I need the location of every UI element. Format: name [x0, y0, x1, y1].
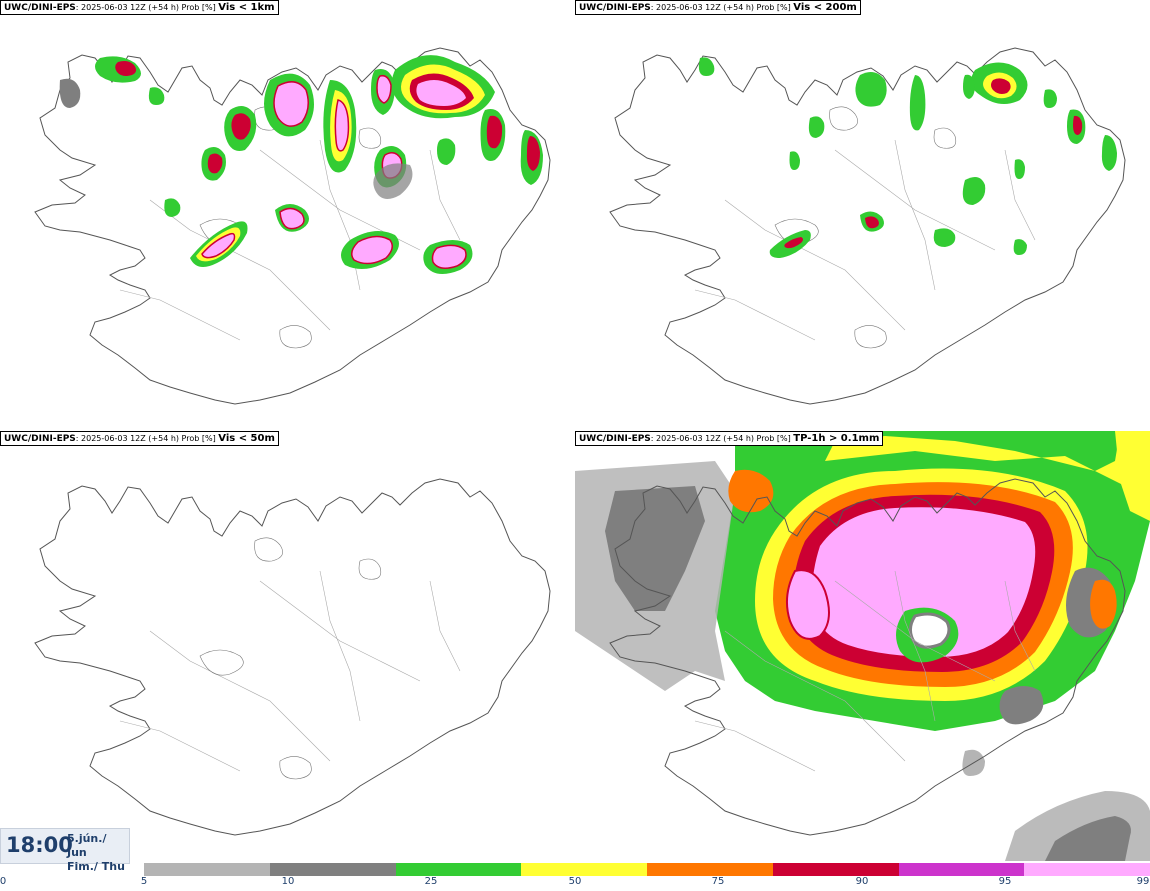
colorbar-segment: [772, 863, 899, 876]
iceland-map: [609, 47, 1126, 405]
probability-colorbar: [144, 863, 1150, 876]
colorbar-tick-label: 99: [1136, 876, 1150, 887]
iceland-map: [34, 47, 551, 405]
panel-title: UWC/DINI-EPS: 2025-06-03 12Z (+54 h) Pro…: [0, 0, 279, 15]
probability-field: [59, 55, 543, 274]
panel-title: UWC/DINI-EPS: 2025-06-03 12Z (+54 h) Pro…: [575, 431, 884, 446]
colorbar-segment: [647, 863, 774, 876]
map-panel-tp-1h: UWC/DINI-EPS: 2025-06-03 12Z (+54 h) Pro…: [575, 431, 1150, 861]
colorbar-tick-label: 25: [424, 876, 438, 887]
colorbar-segment: [144, 863, 271, 876]
colorbar-segment: [898, 863, 1025, 876]
colorbar-segment: [521, 863, 648, 876]
map-panel-vis-200m: UWC/DINI-EPS: 2025-06-03 12Z (+54 h) Pro…: [575, 0, 1150, 430]
colorbar-tick-label: 50: [568, 876, 582, 887]
colorbar-tick-label: 75: [711, 876, 725, 887]
colorbar-segment: [269, 863, 396, 876]
map-panel-vis-50m: UWC/DINI-EPS: 2025-06-03 12Z (+54 h) Pro…: [0, 431, 575, 861]
valid-time: 18:00: [6, 833, 73, 857]
probability-field: [698, 57, 1117, 258]
iceland-map: [34, 478, 551, 836]
valid-date: 5.jún./ Jun Fim./ Thu: [67, 832, 125, 873]
map-panel-vis-1km: UWC/DINI-EPS: 2025-06-03 12Z (+54 h) Pro…: [0, 0, 575, 430]
panel-title: UWC/DINI-EPS: 2025-06-03 12Z (+54 h) Pro…: [575, 0, 861, 15]
colorbar-segment: [1024, 863, 1150, 876]
probability-field: [575, 431, 1150, 861]
panel-title: UWC/DINI-EPS: 2025-06-03 12Z (+54 h) Pro…: [0, 431, 279, 446]
colorbar-tick-label: 5: [140, 876, 148, 887]
colorbar-tick-label: 10: [281, 876, 295, 887]
colorbar-tick-label: 90: [855, 876, 869, 887]
iceland-map: [575, 431, 1150, 861]
valid-time-box: 18:00 5.jún./ Jun Fim./ Thu: [0, 828, 130, 873]
colorbar-segment: [395, 863, 522, 876]
colorbar-tick-label: 95: [998, 876, 1012, 887]
colorbar-tick-label: 0: [0, 876, 7, 887]
